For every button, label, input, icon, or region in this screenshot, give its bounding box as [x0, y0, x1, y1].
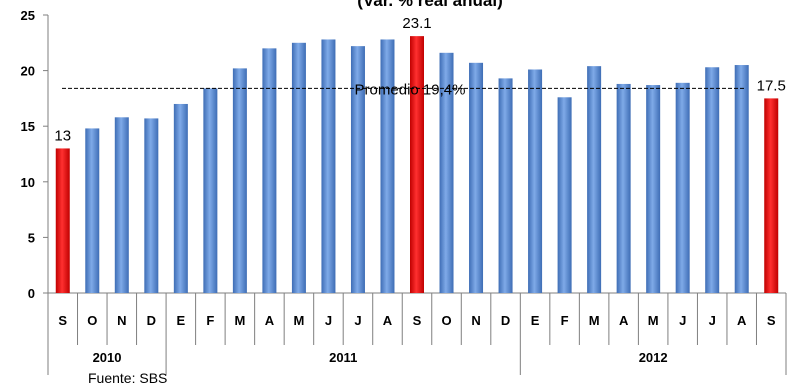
- bar-highlight: [410, 36, 424, 294]
- year-label: 2012: [639, 350, 668, 365]
- x-tick-label: M: [648, 313, 659, 328]
- bar: [114, 117, 129, 293]
- bar: [173, 103, 188, 294]
- x-tick-label: D: [147, 313, 156, 328]
- bar: [528, 69, 543, 293]
- x-tick-label: A: [265, 313, 275, 328]
- y-tick-label: 15: [21, 119, 35, 134]
- x-tick-label: S: [58, 313, 67, 328]
- x-tick-label: J: [709, 313, 716, 328]
- y-tick-label: 20: [21, 64, 35, 79]
- year-label: 2010: [93, 350, 122, 365]
- x-tick-label: O: [441, 313, 451, 328]
- x-tick-label: F: [561, 313, 569, 328]
- x-tick-label: A: [383, 313, 393, 328]
- x-tick-label: D: [501, 313, 510, 328]
- y-tick-label: 5: [28, 230, 35, 245]
- bar: [144, 118, 159, 293]
- x-tick-label: A: [619, 313, 629, 328]
- x-tick-label: E: [177, 313, 186, 328]
- chart-title: (Var. % real anual): [357, 0, 503, 10]
- x-tick-label: A: [737, 313, 747, 328]
- y-tick-label: 10: [21, 175, 35, 190]
- bar: [85, 128, 100, 293]
- bar: [616, 83, 631, 293]
- bar: [675, 82, 690, 293]
- bar: [232, 68, 247, 293]
- x-tick-label: N: [471, 313, 480, 328]
- x-tick-label: M: [589, 313, 600, 328]
- bar: [350, 46, 365, 293]
- x-tick-label: F: [206, 313, 214, 328]
- x-tick-label: M: [293, 313, 304, 328]
- bar: [321, 39, 336, 293]
- y-tick-label: 0: [28, 286, 35, 301]
- x-tick-label: O: [87, 313, 97, 328]
- bar: [498, 78, 513, 293]
- source-note: Fuente: SBS: [88, 370, 168, 386]
- average-label: Promedio 19,4%: [355, 81, 466, 98]
- bar: [439, 52, 454, 293]
- bar: [734, 65, 749, 293]
- year-label: 2011: [329, 350, 357, 365]
- x-tick-label: S: [413, 313, 422, 328]
- bar: [203, 88, 218, 293]
- data-label: 17.5: [757, 77, 786, 94]
- bar: [646, 85, 661, 293]
- x-tick-label: N: [117, 313, 126, 328]
- bar: [262, 48, 277, 293]
- bar: [557, 97, 572, 294]
- data-label: 13: [54, 127, 71, 144]
- x-tick-label: J: [354, 313, 361, 328]
- x-tick-label: M: [234, 313, 245, 328]
- data-label: 23.1: [402, 15, 431, 32]
- bar: [380, 39, 395, 293]
- x-tick-label: J: [325, 313, 332, 328]
- y-tick-label: 25: [21, 8, 35, 23]
- x-tick-label: S: [767, 313, 776, 328]
- bar: [291, 42, 306, 293]
- bar-highlight: [55, 148, 70, 293]
- bar-highlight: [764, 98, 779, 294]
- bar: [469, 62, 484, 293]
- bar: [587, 66, 602, 293]
- x-tick-label: J: [679, 313, 686, 328]
- bar: [705, 67, 720, 293]
- x-tick-label: E: [531, 313, 540, 328]
